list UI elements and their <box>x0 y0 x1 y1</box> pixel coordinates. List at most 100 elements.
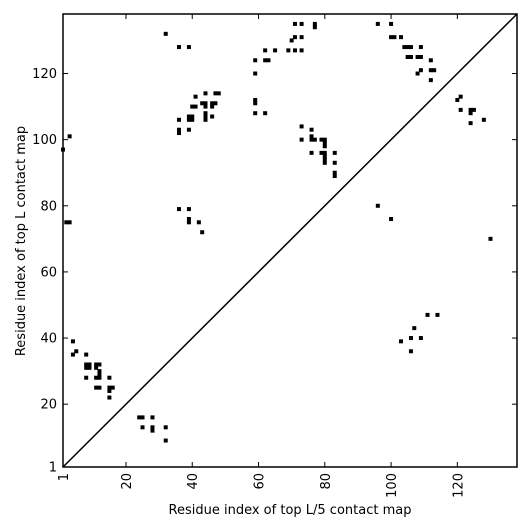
contact-point <box>84 375 89 380</box>
contact-point <box>163 425 168 430</box>
contact-point <box>137 415 142 420</box>
contact-point <box>94 375 99 380</box>
contact-point <box>150 425 155 430</box>
plot-frame <box>62 13 518 468</box>
contact-point <box>190 117 195 122</box>
contact-point <box>299 124 304 129</box>
contact-point <box>332 160 337 165</box>
contact-point <box>428 78 433 83</box>
contact-point <box>389 217 394 222</box>
contact-point <box>176 117 181 122</box>
x-tick-label: 120 <box>451 473 466 498</box>
contact-point <box>299 48 304 53</box>
contact-point <box>435 312 440 317</box>
contact-point <box>289 38 294 43</box>
contact-point <box>263 111 268 116</box>
contact-point <box>94 365 99 370</box>
contact-point <box>196 220 201 225</box>
contact-point <box>186 114 191 119</box>
contact-point <box>253 111 258 116</box>
contact-point <box>203 91 208 96</box>
contact-point <box>140 415 145 420</box>
contact-point <box>210 104 215 109</box>
contact-point <box>186 127 191 132</box>
contact-point <box>163 31 168 36</box>
contact-point <box>481 117 486 122</box>
contact-point <box>190 104 195 109</box>
contact-point <box>110 385 115 390</box>
contact-point <box>299 35 304 40</box>
contact-point <box>193 94 198 99</box>
contact-point <box>74 349 79 354</box>
contact-point <box>375 21 380 26</box>
contact-point <box>415 54 420 59</box>
contact-point <box>94 362 99 367</box>
contact-point <box>263 58 268 63</box>
contact-point <box>163 438 168 443</box>
contact-point <box>176 45 181 50</box>
contact-point <box>322 140 327 145</box>
contact-point <box>428 68 433 73</box>
contact-point <box>97 372 102 377</box>
contact-point <box>186 217 191 222</box>
contact-point <box>312 21 317 26</box>
contact-point <box>309 127 314 132</box>
contact-point <box>458 94 463 99</box>
contact-point <box>405 54 410 59</box>
contact-point <box>84 352 89 357</box>
contact-point <box>458 107 463 112</box>
y-tick-label: 1 <box>49 461 57 476</box>
contact-point <box>87 362 92 367</box>
contact-point <box>332 170 337 175</box>
contact-point <box>210 101 215 106</box>
y-tick-label: 60 <box>40 265 57 280</box>
contact-point <box>455 97 460 102</box>
contact-point <box>375 203 380 208</box>
contact-point <box>319 137 324 142</box>
x-tick-label: 1 <box>57 473 72 481</box>
x-tick-label: 20 <box>120 473 135 490</box>
contact-point <box>319 150 324 155</box>
contact-point <box>203 101 208 106</box>
y-tick-label: 120 <box>32 67 57 82</box>
contact-point <box>408 54 413 59</box>
contact-point <box>97 375 102 380</box>
contact-point <box>468 121 473 126</box>
contact-point <box>309 150 314 155</box>
contact-point <box>107 385 112 390</box>
contact-point <box>253 58 258 63</box>
contact-point <box>97 369 102 374</box>
diagonal-line <box>62 13 518 468</box>
contact-point <box>389 35 394 40</box>
contact-point <box>64 220 69 225</box>
y-tick-label: 80 <box>40 199 57 214</box>
contact-point <box>286 48 291 53</box>
y-tick-label: 40 <box>40 332 57 347</box>
contact-point <box>190 114 195 119</box>
contact-point <box>273 48 278 53</box>
contact-point <box>94 385 99 390</box>
contact-point <box>253 97 258 102</box>
contact-point <box>186 220 191 225</box>
contact-point <box>408 336 413 341</box>
contact-point <box>322 160 327 165</box>
contact-point <box>67 134 72 139</box>
contact-point <box>67 220 72 225</box>
contact-point <box>176 207 181 212</box>
contact-point <box>405 45 410 50</box>
contact-point <box>266 58 271 63</box>
contact-point <box>418 68 423 73</box>
contact-point <box>193 104 198 109</box>
contact-point <box>428 58 433 63</box>
contact-point <box>70 339 75 344</box>
contact-point <box>97 362 102 367</box>
contact-point <box>415 71 420 76</box>
contact-point <box>392 35 397 40</box>
contact-point <box>253 71 258 76</box>
contact-point <box>210 114 215 119</box>
contact-point <box>322 144 327 149</box>
contact-point <box>200 101 205 106</box>
contact-point <box>399 339 404 344</box>
x-axis-title: Residue index of top L/5 contact map <box>169 503 412 518</box>
